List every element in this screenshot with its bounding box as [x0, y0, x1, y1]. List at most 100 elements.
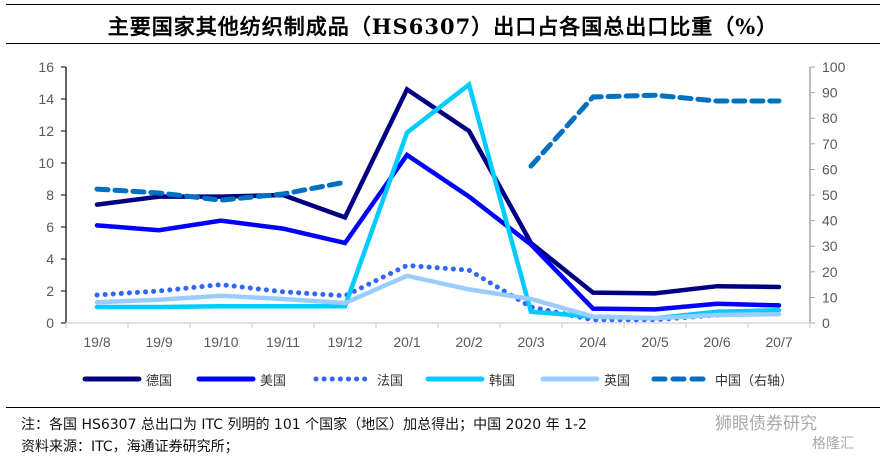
legend-label: 中国（右轴） [715, 373, 794, 389]
footer-source: 资料来源：ITC，海通证券研究所； [21, 439, 239, 455]
x-tick-label: 20/4 [579, 334, 606, 350]
y-right-tick-label: 10 [822, 289, 838, 305]
chart-legend: 德国 美国 法国 韩国 英国 中国（右轴） [0, 367, 886, 391]
data-point-3 [777, 308, 781, 312]
x-tick-label: 20/6 [703, 334, 730, 350]
legend-label: 英国 [604, 373, 631, 389]
legend-swatch [540, 376, 600, 382]
x-tick-label: 20/1 [393, 334, 420, 350]
y-right-tick-label: 30 [822, 238, 838, 254]
data-point-2 [405, 263, 409, 267]
series-line-5 [94, 179, 348, 203]
data-point-1 [467, 195, 471, 199]
legend-label: 美国 [260, 373, 287, 389]
data-point-4 [591, 315, 595, 319]
y-right-tick-label: 70 [822, 136, 838, 152]
data-point-1 [343, 241, 347, 245]
y-left-tick-label: 12 [38, 123, 54, 139]
data-point-1 [653, 307, 657, 311]
data-point-1 [529, 243, 533, 247]
y-right-tick-label: 50 [822, 187, 838, 203]
data-point-2 [219, 283, 223, 287]
data-point-5 [653, 93, 657, 97]
x-tick-label: 20/2 [455, 334, 482, 350]
data-point-2 [467, 268, 471, 272]
line-chart: 0 2 4 6 8 10 12 14 16 0 10 20 30 40 50 60 70 80 90 100 19/8 1… [38, 59, 846, 350]
data-point-3 [281, 304, 285, 308]
chart-title: 主要国家其他纺织制成品（HS6307）出口占各国总出口比重（%） [107, 14, 779, 39]
data-point-0 [715, 284, 719, 288]
x-tick-label: 19/10 [203, 334, 238, 350]
data-point-0 [467, 129, 471, 133]
data-point-4 [281, 297, 285, 301]
y-right-tick-label: 60 [822, 161, 838, 177]
series-line-5 [528, 92, 782, 169]
x-tick-label: 19/11 [266, 334, 300, 350]
y-left-tick-label: 16 [38, 59, 54, 75]
series-line-0 [94, 86, 782, 296]
data-point-0 [405, 87, 409, 91]
data-point-4 [715, 313, 719, 317]
legend-item-0: 德国 [82, 367, 172, 391]
data-point-2 [281, 290, 285, 294]
x-tick-label: 19/9 [145, 334, 172, 350]
y-left-tick-label: 6 [46, 219, 54, 235]
y-right-tick-label: 90 [822, 85, 838, 101]
y-right-tick-label: 40 [822, 213, 838, 229]
data-point-0 [591, 291, 595, 295]
data-point-4 [219, 294, 223, 298]
data-point-3 [467, 83, 471, 87]
legend-swatch [425, 376, 485, 382]
series-line-1 [94, 151, 782, 312]
watermark-gelonghui: 格隆汇 [812, 436, 854, 452]
y-left-tick-label: 10 [38, 155, 54, 171]
y-left-tick-label: 8 [46, 187, 54, 203]
data-point-2 [157, 289, 161, 293]
data-point-3 [405, 131, 409, 135]
footer-notes: 注：各国 HS6307 总出口为 ITC 列明的 101 个国家（地区）加总得出… [6, 407, 880, 458]
data-point-5 [591, 95, 595, 99]
data-point-1 [157, 228, 161, 232]
data-point-1 [777, 303, 781, 307]
data-point-5 [777, 99, 781, 103]
data-point-4 [95, 300, 99, 304]
legend-swatch [313, 376, 373, 382]
data-point-5 [95, 187, 99, 191]
series-group [94, 80, 782, 323]
y-left-tick-label: 2 [46, 283, 54, 299]
y-right-tick-label: 20 [822, 264, 838, 280]
legend-item-1: 美国 [196, 367, 286, 391]
y-right-tick-label: 80 [822, 110, 838, 126]
data-point-1 [715, 302, 719, 306]
data-point-3 [219, 304, 223, 308]
y-left-tick-label: 14 [38, 91, 54, 107]
data-point-4 [467, 287, 471, 291]
y-right-tick-label: 100 [822, 59, 846, 75]
data-point-4 [529, 297, 533, 301]
data-point-5 [157, 191, 161, 195]
data-point-5 [343, 180, 347, 184]
x-tick-label: 20/5 [641, 334, 668, 350]
series-line-4 [94, 273, 782, 321]
data-point-1 [95, 223, 99, 227]
legend-swatch [651, 376, 711, 382]
data-point-1 [219, 219, 223, 223]
data-point-3 [157, 305, 161, 309]
data-point-4 [157, 298, 161, 302]
data-point-5 [715, 99, 719, 103]
legend-label: 法国 [377, 373, 404, 389]
data-point-1 [281, 227, 285, 231]
legend-label: 韩国 [489, 373, 516, 389]
x-tick-label: 20/7 [765, 334, 792, 350]
y-left-tick-label: 4 [46, 251, 54, 267]
data-point-4 [777, 312, 781, 316]
legend-label: 德国 [146, 373, 173, 389]
y-right-tick-label: 0 [822, 315, 830, 331]
x-tick-label: 19/8 [83, 334, 110, 350]
data-point-5 [529, 164, 533, 168]
data-point-0 [777, 285, 781, 289]
series-line-2 [94, 262, 782, 323]
legend-item-2: 法国 [313, 367, 403, 391]
data-point-0 [653, 291, 657, 295]
legend-item-3: 韩国 [425, 367, 515, 391]
